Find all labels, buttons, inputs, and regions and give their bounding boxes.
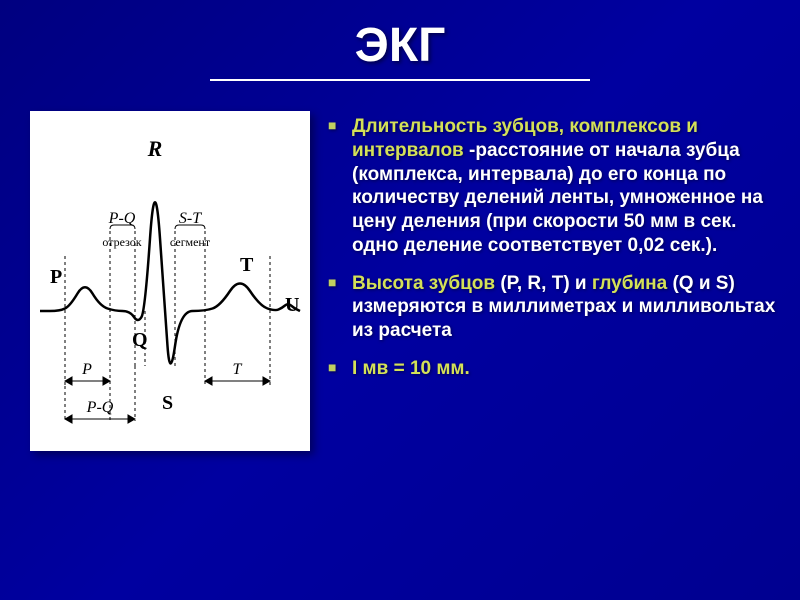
label-P: P	[50, 266, 62, 288]
body-text: (P, R, T) и	[495, 273, 592, 294]
label-T-arrow: T	[233, 361, 243, 378]
content-row: R P-Q S-T отрезок сегмент P T U Q S	[0, 81, 800, 471]
bullet-item: Длительность зубцов, комплексов и интерв…	[328, 115, 780, 258]
label-segment: сегмент	[170, 235, 211, 249]
label-U: U	[285, 294, 299, 316]
ecg-waveform	[40, 202, 300, 363]
label-otrezok: отрезок	[102, 235, 141, 249]
highlight-text: I мв = 10 мм.	[352, 358, 470, 379]
label-R: R	[147, 136, 163, 161]
bullet-list: Длительность зубцов, комплексов и интерв…	[328, 115, 780, 381]
label-T: T	[240, 254, 254, 276]
highlight-text: глубина	[592, 273, 667, 294]
ecg-diagram: R P-Q S-T отрезок сегмент P T U Q S	[30, 111, 310, 451]
ecg-diagram-svg: R P-Q S-T отрезок сегмент P T U Q S	[30, 111, 310, 451]
label-S: S	[162, 392, 173, 414]
label-Q: Q	[132, 329, 148, 351]
highlight-text: Высота зубцов	[352, 273, 495, 294]
text-column: Длительность зубцов, комплексов и интерв…	[328, 111, 780, 451]
top-labels: R P-Q S-T отрезок сегмент	[102, 136, 210, 249]
label-PQ-bottom: P-Q	[86, 399, 114, 416]
label-ST-top: S-T	[179, 210, 202, 227]
bullet-item: Высота зубцов (P, R, T) и глубина (Q и S…	[328, 272, 780, 343]
label-P-arrow: P	[81, 361, 92, 378]
slide-title: ЭКГ	[210, 0, 590, 81]
label-PQ-top: P-Q	[108, 210, 136, 227]
bullet-item: I мв = 10 мм.	[328, 357, 780, 381]
arrows-row1	[65, 377, 270, 385]
